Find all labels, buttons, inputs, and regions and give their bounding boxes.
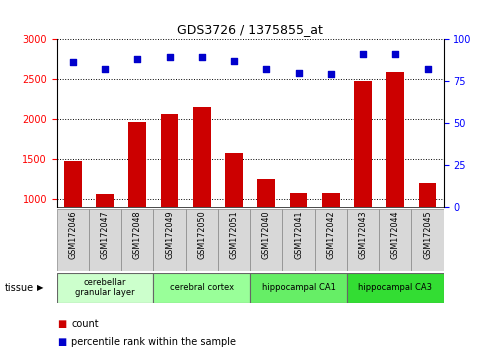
Point xyxy=(262,67,270,72)
Text: GSM172043: GSM172043 xyxy=(358,211,368,259)
Bar xyxy=(129,122,146,207)
Text: GSM172047: GSM172047 xyxy=(101,211,109,259)
Point xyxy=(295,70,303,75)
Text: cerebellar
granular layer: cerebellar granular layer xyxy=(75,278,135,297)
Point xyxy=(101,67,109,72)
Text: GSM172046: GSM172046 xyxy=(69,211,77,259)
Text: hippocampal CA1: hippocampal CA1 xyxy=(262,283,336,292)
FancyBboxPatch shape xyxy=(347,273,444,303)
Bar xyxy=(96,194,114,207)
Point xyxy=(134,56,141,62)
Bar xyxy=(64,161,82,207)
FancyBboxPatch shape xyxy=(347,209,379,271)
Text: GSM172041: GSM172041 xyxy=(294,211,303,259)
Point xyxy=(391,51,399,57)
Text: GSM172051: GSM172051 xyxy=(230,211,239,259)
FancyBboxPatch shape xyxy=(153,209,186,271)
Bar xyxy=(225,153,243,207)
FancyBboxPatch shape xyxy=(412,209,444,271)
Text: GSM172040: GSM172040 xyxy=(262,211,271,259)
Text: GSM172048: GSM172048 xyxy=(133,211,142,259)
Bar xyxy=(419,183,436,207)
Bar xyxy=(354,81,372,207)
FancyBboxPatch shape xyxy=(315,209,347,271)
Point xyxy=(359,51,367,57)
Bar xyxy=(257,179,275,207)
FancyBboxPatch shape xyxy=(186,209,218,271)
Text: ▶: ▶ xyxy=(37,283,44,292)
Bar xyxy=(193,107,211,207)
FancyBboxPatch shape xyxy=(250,273,347,303)
Bar xyxy=(290,193,308,207)
Point xyxy=(69,60,77,65)
Text: ■: ■ xyxy=(57,337,66,347)
Text: tissue: tissue xyxy=(5,282,34,293)
Text: count: count xyxy=(71,319,99,329)
Text: GSM172045: GSM172045 xyxy=(423,211,432,259)
Text: GSM172050: GSM172050 xyxy=(197,211,207,259)
FancyBboxPatch shape xyxy=(153,273,250,303)
Text: hippocampal CA3: hippocampal CA3 xyxy=(358,283,432,292)
Text: GSM172042: GSM172042 xyxy=(326,211,335,259)
Title: GDS3726 / 1375855_at: GDS3726 / 1375855_at xyxy=(177,23,323,36)
FancyBboxPatch shape xyxy=(89,209,121,271)
FancyBboxPatch shape xyxy=(218,209,250,271)
FancyBboxPatch shape xyxy=(250,209,282,271)
Text: ■: ■ xyxy=(57,319,66,329)
Point xyxy=(198,55,206,60)
Text: cerebral cortex: cerebral cortex xyxy=(170,283,234,292)
Text: percentile rank within the sample: percentile rank within the sample xyxy=(71,337,237,347)
Point xyxy=(166,55,174,60)
FancyBboxPatch shape xyxy=(121,209,153,271)
FancyBboxPatch shape xyxy=(57,273,153,303)
FancyBboxPatch shape xyxy=(379,209,412,271)
Bar xyxy=(161,114,178,207)
Text: GSM172044: GSM172044 xyxy=(391,211,400,259)
Point xyxy=(230,58,238,64)
FancyBboxPatch shape xyxy=(282,209,315,271)
Bar xyxy=(387,72,404,207)
Point xyxy=(327,72,335,77)
FancyBboxPatch shape xyxy=(57,209,89,271)
Bar xyxy=(322,193,340,207)
Point xyxy=(423,67,431,72)
Text: GSM172049: GSM172049 xyxy=(165,211,174,259)
